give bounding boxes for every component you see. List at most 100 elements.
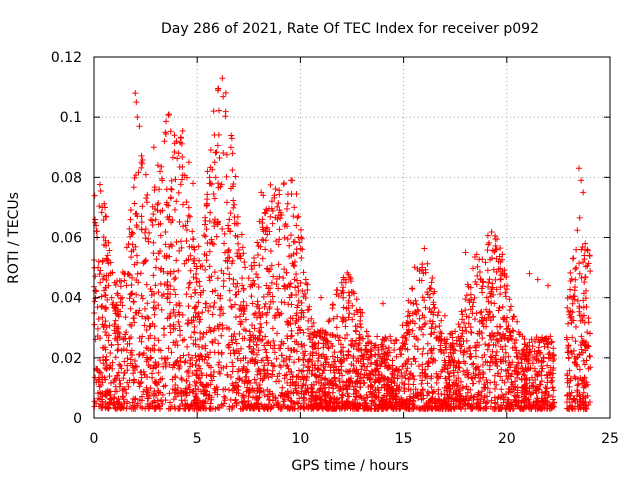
data-point <box>124 398 131 405</box>
data-point <box>570 347 577 354</box>
data-point <box>138 338 145 345</box>
data-point <box>288 389 295 396</box>
data-point <box>150 398 157 405</box>
data-point <box>115 313 122 320</box>
data-point <box>218 332 225 339</box>
data-point <box>296 239 303 246</box>
data-point <box>580 384 587 391</box>
data-point <box>91 321 98 328</box>
data-point <box>511 392 518 399</box>
data-point <box>424 289 431 296</box>
data-point <box>510 405 517 412</box>
chart-title: Day 286 of 2021, Rate Of TEC Index for r… <box>161 21 539 37</box>
data-point <box>233 220 240 227</box>
data-point <box>154 162 161 169</box>
data-point <box>443 379 450 386</box>
data-point <box>329 302 336 309</box>
data-point <box>99 379 106 386</box>
data-point <box>360 360 367 367</box>
data-point <box>426 285 433 292</box>
data-point <box>102 329 109 336</box>
data-point <box>582 274 589 281</box>
data-point <box>96 271 103 278</box>
data-point <box>117 362 124 369</box>
data-point <box>300 394 307 401</box>
data-point <box>245 275 252 282</box>
data-point <box>488 336 495 343</box>
data-point <box>295 283 302 290</box>
data-point <box>266 228 273 235</box>
data-point <box>262 346 269 353</box>
data-point <box>235 386 242 393</box>
data-point <box>485 241 492 248</box>
data-point <box>153 404 160 411</box>
data-point <box>440 399 447 406</box>
data-point <box>162 382 169 389</box>
data-point <box>362 400 369 407</box>
data-point <box>268 205 275 212</box>
data-point <box>276 236 283 243</box>
data-point <box>337 349 344 356</box>
data-point <box>96 383 103 390</box>
data-point <box>500 316 507 323</box>
data-point <box>355 405 362 412</box>
data-point <box>166 390 173 397</box>
data-point <box>578 333 585 340</box>
data-point <box>268 279 275 286</box>
data-point <box>151 335 158 342</box>
data-point <box>178 375 185 382</box>
data-point <box>187 279 194 286</box>
data-point <box>203 329 210 336</box>
data-point <box>308 385 315 392</box>
data-point <box>494 236 501 243</box>
data-point <box>201 232 208 239</box>
data-point <box>305 332 312 339</box>
data-point <box>483 377 490 384</box>
data-point <box>541 343 548 350</box>
data-point <box>150 272 157 279</box>
data-point <box>159 375 166 382</box>
y-tick-label: 0.06 <box>51 231 82 247</box>
data-point <box>381 355 388 362</box>
data-point <box>283 269 290 276</box>
data-point <box>581 374 588 381</box>
data-point <box>220 310 227 317</box>
data-point <box>259 377 266 384</box>
data-point <box>472 366 479 373</box>
data-point <box>376 401 383 408</box>
data-point <box>510 328 517 335</box>
data-point <box>465 314 472 321</box>
data-point <box>325 344 332 351</box>
data-point <box>417 372 424 379</box>
data-point <box>169 242 176 249</box>
data-point <box>105 282 112 289</box>
data-point <box>291 258 298 265</box>
data-point <box>223 199 230 206</box>
data-point <box>544 405 551 412</box>
data-point <box>398 369 405 376</box>
data-point <box>526 339 533 346</box>
data-point <box>325 345 332 352</box>
data-point <box>228 132 235 139</box>
data-point <box>269 367 276 374</box>
data-point <box>138 164 145 171</box>
data-point <box>568 319 575 326</box>
data-point <box>424 340 431 347</box>
data-point <box>299 246 306 253</box>
data-point <box>305 358 312 365</box>
data-point <box>209 311 216 318</box>
data-point <box>193 279 200 286</box>
data-point <box>97 279 104 286</box>
data-point <box>272 186 279 193</box>
data-point <box>487 403 494 410</box>
y-tick-label: 0.04 <box>51 291 82 307</box>
data-point <box>166 299 173 306</box>
data-point <box>374 333 381 340</box>
data-point <box>506 307 513 314</box>
data-point <box>407 386 414 393</box>
data-point <box>139 333 146 340</box>
data-point <box>339 287 346 294</box>
data-point <box>388 403 395 410</box>
data-point <box>465 386 472 393</box>
data-point <box>145 235 152 242</box>
